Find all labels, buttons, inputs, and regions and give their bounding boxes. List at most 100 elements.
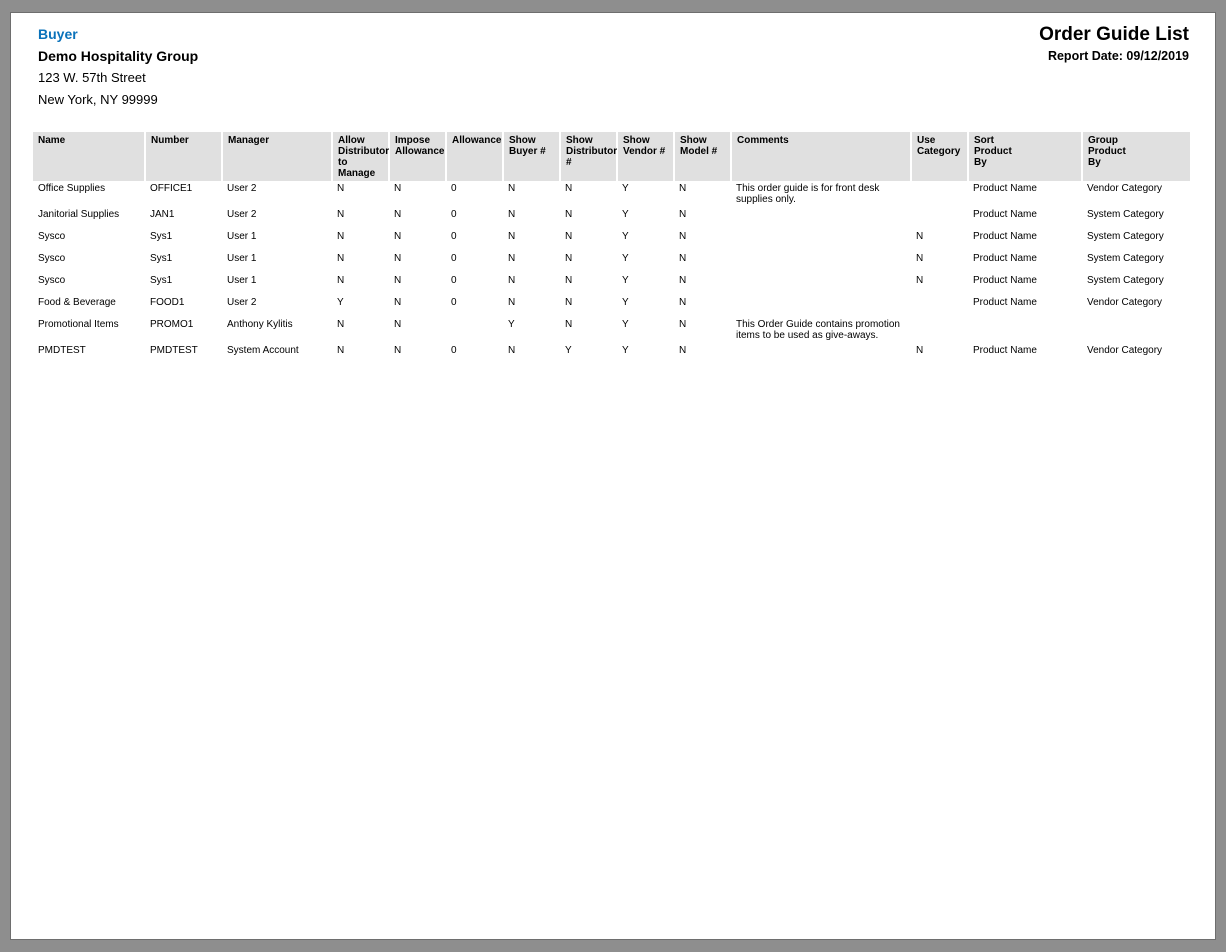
cell-group-product-by: Vendor Category — [1087, 345, 1163, 356]
cell-group-product-by: System Category — [1087, 231, 1164, 242]
column-header-impose-allowance: Impose Allowance — [388, 132, 446, 181]
column-header-show-model-number: Show Model # — [673, 132, 731, 181]
cell-allow-distributor-to-manage: N — [337, 183, 345, 194]
cell-allow-distributor-to-manage: N — [337, 231, 345, 242]
column-header-name: Name — [33, 132, 145, 181]
cell-sort-product-by — [968, 317, 1082, 343]
cell-use-category: N — [916, 275, 924, 286]
cell-show-model-number: N — [679, 297, 687, 308]
table-row: Sysco Sys1 User 1 N N 0 N N Y N N Product Name Syste… — [33, 273, 1190, 295]
cell-sort-product-by: Product Name — [973, 345, 1037, 356]
cell-allow-distributor-to-manage: Y — [337, 297, 344, 308]
cell-show-distributor-number: Y — [565, 345, 572, 356]
column-header-group-product-by: Group Product By — [1081, 132, 1190, 181]
cell-name: Office Supplies — [38, 183, 106, 194]
cell-show-buyer-number: N — [508, 297, 516, 308]
column-header-number: Number — [144, 132, 222, 181]
cell-allowance — [446, 317, 503, 343]
cell-impose-allowance: N — [394, 345, 402, 356]
table-body: Office Supplies OFFICE1 User 2 N N 0 N N Y N This … — [33, 181, 1190, 365]
cell-show-distributor-number: N — [565, 231, 573, 242]
buyer-label: Buyer — [38, 26, 78, 42]
table-row: Sysco Sys1 User 1 N N 0 N N Y N N Product Name Syste… — [33, 251, 1190, 273]
cell-comments — [731, 343, 911, 365]
cell-manager: User 2 — [227, 297, 257, 308]
report-header-left: Buyer Demo Hospitality Group 123 W. 57th… — [38, 23, 198, 111]
cell-impose-allowance: N — [394, 319, 402, 330]
cell-name: Sysco — [38, 275, 66, 286]
cell-allowance: 0 — [451, 253, 457, 264]
report-title: Order Guide List — [1039, 24, 1189, 45]
cell-number: PROMO1 — [150, 319, 194, 330]
cell-sort-product-by: Product Name — [973, 297, 1037, 308]
cell-group-product-by: Vendor Category — [1087, 297, 1163, 308]
cell-impose-allowance: N — [394, 209, 402, 220]
table-header-row: Name Number Manager Allow Distributor to… — [33, 132, 1190, 181]
cell-show-vendor-number: Y — [622, 209, 629, 220]
cell-allow-distributor-to-manage: N — [337, 275, 345, 286]
table-row: PMDTEST PMDTEST System Account N N 0 N Y Y N N Prod… — [33, 343, 1190, 365]
cell-impose-allowance: N — [394, 253, 402, 264]
cell-show-distributor-number: N — [565, 275, 573, 286]
table-row: Office Supplies OFFICE1 User 2 N N 0 N N Y N This … — [33, 181, 1190, 207]
cell-number: PMDTEST — [150, 345, 198, 356]
column-header-comments: Comments — [730, 132, 911, 181]
cell-allowance: 0 — [451, 345, 457, 356]
cell-show-buyer-number: N — [508, 345, 516, 356]
cell-number: Sys1 — [150, 231, 173, 242]
column-header-allowance: Allowance — [445, 132, 503, 181]
cell-comments — [731, 273, 911, 295]
order-guide-table: Name Number Manager Allow Distributor to… — [33, 132, 1190, 365]
cell-impose-allowance: N — [394, 231, 402, 242]
cell-allowance: 0 — [451, 297, 457, 308]
cell-show-buyer-number: N — [508, 253, 516, 264]
cell-manager: User 1 — [227, 253, 257, 264]
cell-number: Sys1 — [150, 253, 173, 264]
cell-use-category — [911, 295, 968, 317]
cell-manager: User 2 — [227, 209, 257, 220]
cell-comments: This Order Guide contains promotion item… — [736, 319, 900, 341]
cell-name: Sysco — [38, 253, 66, 264]
cell-comments — [731, 207, 911, 229]
cell-show-buyer-number: Y — [508, 319, 515, 330]
report-header: Buyer Demo Hospitality Group 123 W. 57th… — [11, 13, 1215, 111]
table-row: Promotional Items PROMO1 Anthony Kylitis N N… — [33, 317, 1190, 343]
cell-show-model-number: N — [679, 319, 687, 330]
column-header-allow-distributor-to-manage: Allow Distributor to Manage — [331, 132, 389, 181]
cell-group-product-by: System Category — [1087, 209, 1164, 220]
report-date: Report Date: 09/12/2019 — [1047, 49, 1189, 63]
cell-number: JAN1 — [150, 209, 175, 220]
cell-show-buyer-number: N — [508, 209, 516, 220]
cell-show-model-number: N — [679, 253, 687, 264]
cell-allow-distributor-to-manage: N — [337, 345, 345, 356]
cell-show-vendor-number: Y — [622, 297, 629, 308]
cell-name: PMDTEST — [38, 345, 86, 356]
cell-show-vendor-number: Y — [622, 253, 629, 264]
cell-sort-product-by: Product Name — [973, 275, 1037, 286]
cell-name: Food & Beverage — [38, 297, 116, 308]
cell-group-product-by: System Category — [1087, 253, 1164, 264]
cell-show-distributor-number: N — [565, 183, 573, 194]
cell-use-category — [911, 317, 968, 343]
address-line-1: 123 W. 57th Street — [38, 70, 146, 85]
cell-manager: User 1 — [227, 275, 257, 286]
cell-show-vendor-number: Y — [622, 319, 629, 330]
cell-impose-allowance: N — [394, 183, 402, 194]
cell-show-model-number: N — [679, 231, 687, 242]
cell-use-category: N — [916, 253, 924, 264]
cell-group-product-by: Vendor Category — [1087, 183, 1163, 194]
cell-comments — [731, 251, 911, 273]
cell-show-model-number: N — [679, 183, 687, 194]
table-row: Janitorial Supplies JAN1 User 2 N N 0 N N Y N Prod… — [33, 207, 1190, 229]
cell-use-category — [911, 181, 968, 207]
column-header-show-buyer-number: Show Buyer # — [502, 132, 560, 181]
cell-show-model-number: N — [679, 275, 687, 286]
cell-show-vendor-number: Y — [622, 275, 629, 286]
cell-number: OFFICE1 — [150, 183, 193, 194]
cell-sort-product-by: Product Name — [973, 209, 1037, 220]
cell-show-buyer-number: N — [508, 231, 516, 242]
cell-show-distributor-number: N — [565, 319, 573, 330]
column-header-sort-product-by: Sort Product By — [967, 132, 1082, 181]
column-header-show-vendor-number: Show Vendor # — [616, 132, 674, 181]
cell-show-model-number: N — [679, 209, 687, 220]
